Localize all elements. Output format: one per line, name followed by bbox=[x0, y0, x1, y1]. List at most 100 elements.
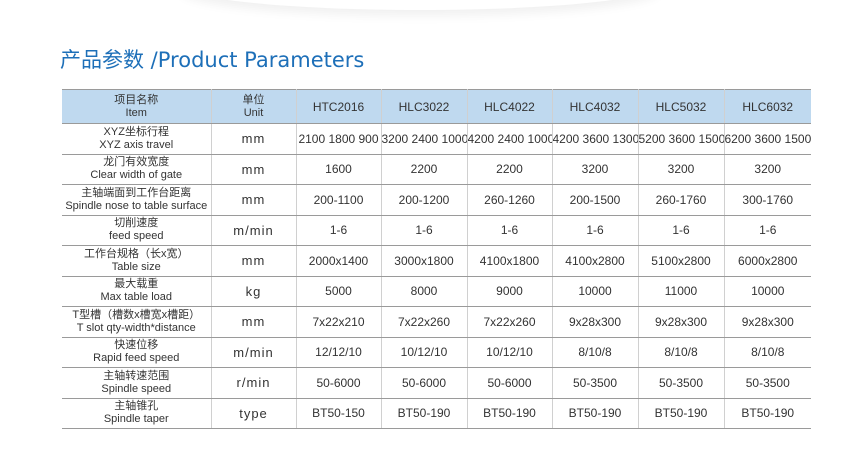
value-cell: 4100x1800 bbox=[466, 245, 553, 277]
value-cell: 1-6 bbox=[723, 214, 811, 246]
value-cell: 3000x1800 bbox=[380, 245, 468, 277]
item-cell: 龙门有效宽度 Clear width of gate bbox=[62, 153, 212, 185]
item-zh: 最大载重 bbox=[114, 278, 159, 291]
item-cell: 快速位移 Rapid feed speed bbox=[62, 336, 212, 368]
table-row: 快速位移 Rapid feed speed m/min 12/12/10 10/12/1… bbox=[62, 336, 811, 368]
item-en: Spindle speed bbox=[101, 382, 172, 395]
item-cell: T型槽（槽数x槽宽x槽距） T slot qty-width*distance bbox=[62, 306, 212, 338]
header-cell: HLC6032 bbox=[723, 89, 811, 124]
item-en: feed speed bbox=[109, 230, 164, 243]
value-cell: 1-6 bbox=[380, 214, 468, 246]
header-cell: HLC3022 bbox=[380, 89, 468, 124]
header-cell: HTC2016 bbox=[295, 89, 382, 124]
unit-cell: m/min bbox=[210, 214, 297, 246]
item-cell: 最大载重 Max table load bbox=[62, 275, 212, 307]
value-cell: 300-1760 bbox=[723, 184, 811, 216]
item-en: XYZ axis travel bbox=[99, 138, 174, 151]
item-en: Clear width of gate bbox=[90, 169, 183, 182]
item-zh: 主轴端面到工作台距离 bbox=[81, 186, 192, 199]
params-table: 项目名称 Item 单位 Unit HTC2016 HLC3022 HLC4022 HLC40… bbox=[62, 89, 811, 429]
value-cell: BT50-190 bbox=[723, 397, 811, 429]
value-cell: 200-1100 bbox=[295, 184, 382, 216]
item-en: T slot qty-width*distance bbox=[76, 321, 196, 334]
unit-cell: kg bbox=[210, 275, 297, 307]
unit-cell: mm bbox=[210, 153, 297, 185]
table-body: XYZ坐标行程 XYZ axis travel mm 2100 1800 900 320… bbox=[62, 123, 811, 429]
value-cell: 9x28x300 bbox=[637, 306, 725, 338]
value-cell: 260-1260 bbox=[466, 184, 553, 216]
value-cell: 200-1500 bbox=[551, 184, 639, 216]
value-cell: 2200 bbox=[466, 153, 553, 185]
value-cell: 260-1760 bbox=[637, 184, 725, 216]
value-cell: 10/12/10 bbox=[466, 336, 553, 368]
item-en: Table size bbox=[111, 260, 161, 273]
value-cell: 9x28x300 bbox=[723, 306, 811, 338]
value-cell: 4100x2800 bbox=[551, 245, 639, 277]
value-cell: 1-6 bbox=[637, 214, 725, 246]
item-cell: 主轴转速范围 Spindle speed bbox=[62, 367, 212, 399]
header-cell: HLC4032 bbox=[551, 89, 639, 124]
value-cell: 9x28x300 bbox=[551, 306, 639, 338]
value-cell: 50-3500 bbox=[637, 367, 725, 399]
value-cell: 3200 bbox=[637, 153, 725, 185]
value-cell: 1-6 bbox=[466, 214, 553, 246]
value-cell: 3200 bbox=[723, 153, 811, 185]
table-row: 最大载重 Max table load kg 5000 8000 9000 10000 110… bbox=[62, 275, 811, 307]
value-cell: 12/12/10 bbox=[295, 336, 382, 368]
decor-arc bbox=[180, 0, 660, 10]
item-zh: 主轴转速范围 bbox=[103, 369, 170, 382]
item-zh: XYZ坐标行程 bbox=[103, 125, 169, 138]
value-cell: BT50-190 bbox=[637, 397, 725, 429]
header-en: Unit bbox=[243, 106, 264, 119]
header-cell: HLC5032 bbox=[637, 89, 725, 124]
table-row: 主轴端面到工作台距离 Spindle nose to table surface m… bbox=[62, 184, 811, 216]
item-cell: 主轴锥孔 Spindle taper bbox=[62, 397, 212, 429]
value-cell: BT50-150 bbox=[295, 397, 382, 429]
table-row: 龙门有效宽度 Clear width of gate mm 1600 2200 2200 3… bbox=[62, 153, 811, 185]
header-cell: HLC4022 bbox=[466, 89, 553, 124]
value-cell: 4200 3600 1300 bbox=[551, 123, 639, 155]
value-cell: 5200 3600 1500 bbox=[637, 123, 725, 155]
value-cell: 50-6000 bbox=[466, 367, 553, 399]
unit-cell: mm bbox=[210, 245, 297, 277]
value-cell: 11000 bbox=[637, 275, 725, 307]
item-zh: 主轴锥孔 bbox=[114, 400, 159, 413]
item-cell: 切削速度 feed speed bbox=[62, 214, 212, 246]
value-cell: 9000 bbox=[466, 275, 553, 307]
value-cell: 10/12/10 bbox=[380, 336, 468, 368]
value-cell: 10000 bbox=[551, 275, 639, 307]
value-cell: 200-1200 bbox=[380, 184, 468, 216]
value-cell: 4200 2400 1000 bbox=[466, 123, 553, 155]
item-zh: 快速位移 bbox=[114, 339, 159, 352]
value-cell: 5000 bbox=[295, 275, 382, 307]
item-zh: 龙门有效宽度 bbox=[103, 156, 170, 169]
item-cell: 工作台规格（长x宽） Table size bbox=[62, 245, 212, 277]
header-cell: 项目名称 Item bbox=[62, 89, 212, 124]
value-cell: 7x22x260 bbox=[466, 306, 553, 338]
value-cell: 6200 3600 1500 bbox=[723, 123, 811, 155]
value-cell: 5100x2800 bbox=[637, 245, 725, 277]
item-zh: T型槽（槽数x槽宽x槽距） bbox=[72, 308, 201, 321]
unit-cell: mm bbox=[210, 306, 297, 338]
item-en: Spindle taper bbox=[103, 413, 169, 426]
table-row: 主轴锥孔 Spindle taper type BT50-150 BT50-190 BT5… bbox=[62, 397, 811, 429]
value-cell: 8/10/8 bbox=[637, 336, 725, 368]
value-cell: 8000 bbox=[380, 275, 468, 307]
header-row: 项目名称 Item 单位 Unit HTC2016 HLC3022 HLC4022 HLC40… bbox=[62, 89, 811, 124]
unit-cell: r/min bbox=[210, 367, 297, 399]
table-row: 主轴转速范围 Spindle speed r/min 50-6000 50-6000 50… bbox=[62, 367, 811, 399]
value-cell: 2100 1800 900 bbox=[295, 123, 382, 155]
unit-cell: m/min bbox=[210, 336, 297, 368]
unit-cell: mm bbox=[210, 123, 297, 155]
item-cell: 主轴端面到工作台距离 Spindle nose to table surface bbox=[62, 184, 212, 216]
table-row: 工作台规格（长x宽） Table size mm 2000x1400 3000x1800… bbox=[62, 245, 811, 277]
item-cell: XYZ坐标行程 XYZ axis travel bbox=[62, 123, 212, 155]
item-en: Spindle nose to table surface bbox=[65, 199, 208, 212]
value-cell: 8/10/8 bbox=[723, 336, 811, 368]
value-cell: 50-3500 bbox=[723, 367, 811, 399]
value-cell: 1-6 bbox=[295, 214, 382, 246]
value-cell: 50-6000 bbox=[380, 367, 468, 399]
item-zh: 切削速度 bbox=[114, 217, 159, 230]
value-cell: 50-3500 bbox=[551, 367, 639, 399]
